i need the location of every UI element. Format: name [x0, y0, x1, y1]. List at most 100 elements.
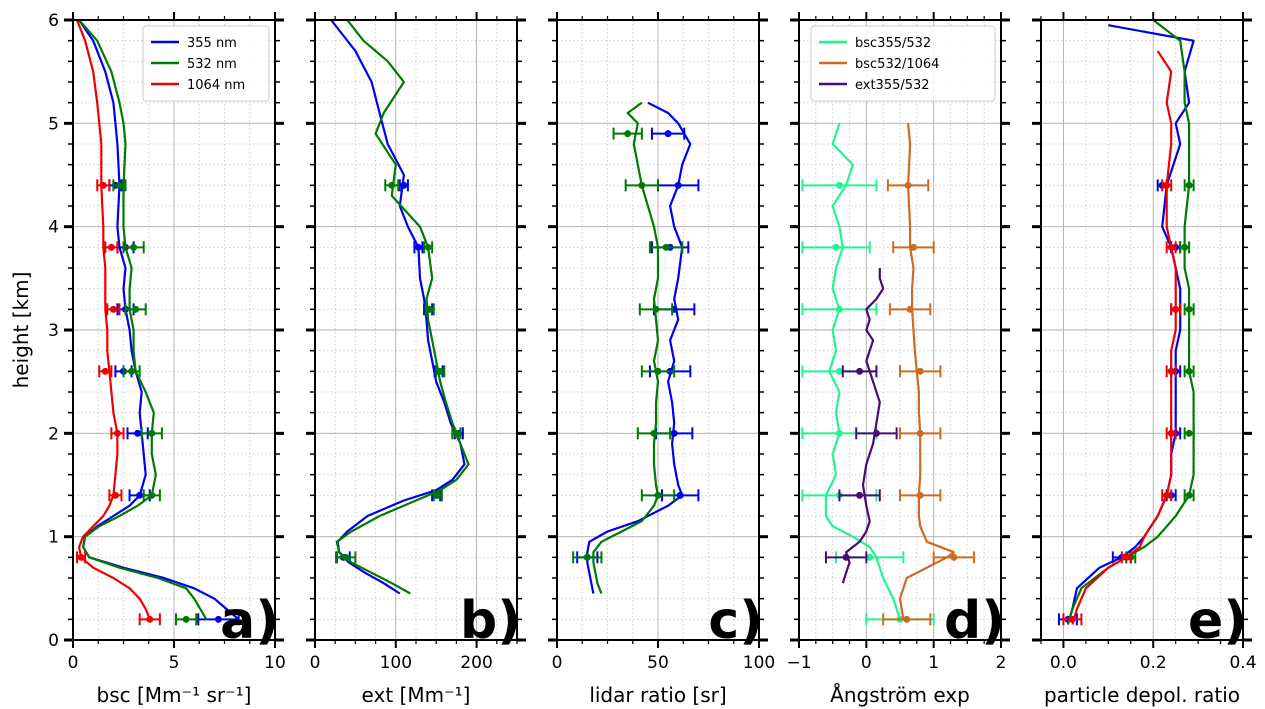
xtick-label: 5 — [169, 653, 180, 673]
data-point — [148, 429, 156, 437]
error-bar — [124, 303, 147, 316]
data-point — [1068, 615, 1076, 623]
x-axis-label: Ångström exp — [830, 683, 970, 707]
panel-c: c) 0 50 100 lidar ratio [sr] — [548, 12, 775, 707]
xtick-label: 0 — [68, 653, 79, 673]
data-point — [835, 181, 843, 189]
data-point — [638, 181, 646, 189]
legend-label: bsc355/532 — [855, 36, 931, 51]
data-point — [1172, 305, 1180, 313]
data-point — [835, 305, 843, 313]
error-bar — [122, 241, 145, 254]
data-point — [1167, 429, 1175, 437]
error-bar — [932, 551, 976, 564]
error-bar — [888, 303, 932, 316]
data-point — [916, 429, 924, 437]
data-point — [670, 429, 678, 437]
x-axis-label: particle depol. ratio — [1044, 683, 1240, 707]
data-point — [146, 615, 154, 623]
xtick-label: 0.2 — [1140, 653, 1167, 673]
data-point — [115, 181, 123, 189]
error-bar — [624, 179, 659, 192]
series-532-nm — [78, 19, 208, 626]
series-line — [75, 19, 151, 620]
data-point — [903, 615, 911, 623]
series-bsc355-532 — [801, 122, 935, 626]
data-point — [109, 305, 117, 313]
error-bar — [572, 551, 603, 564]
error-bar — [892, 241, 935, 254]
error-bar — [1165, 427, 1177, 440]
panel-letter: c) — [708, 591, 763, 651]
legend-box — [142, 25, 270, 102]
error-bar — [1183, 365, 1195, 378]
data-point — [1163, 181, 1171, 189]
error-bar — [384, 179, 400, 192]
data-point — [654, 491, 662, 499]
legend-label: 355 nm — [187, 36, 237, 51]
error-bar — [424, 303, 435, 316]
error-bar — [104, 241, 119, 254]
data-point — [426, 305, 434, 313]
ytick-label: 0 — [48, 631, 59, 651]
error-bar — [640, 365, 676, 378]
error-bar — [824, 551, 868, 564]
xtick-label: 0 — [310, 653, 321, 673]
ticks — [1032, 12, 1252, 648]
series-1064-nm — [75, 19, 161, 626]
error-bar — [435, 365, 446, 378]
data-point — [832, 243, 840, 251]
error-bar — [801, 179, 878, 192]
x-axis-label: lidar ratio [sr] — [589, 683, 726, 707]
data-point — [99, 181, 107, 189]
error-bar — [1179, 241, 1191, 254]
error-bar — [801, 241, 871, 254]
ticks — [306, 12, 526, 648]
data-point — [101, 367, 109, 375]
ytick-label: 5 — [48, 114, 59, 134]
series-line — [335, 19, 470, 595]
error-bar — [1120, 551, 1132, 564]
series-blue — [1057, 24, 1195, 626]
error-bar — [899, 489, 942, 502]
error-bar — [142, 489, 161, 502]
ytick-label: 4 — [48, 218, 59, 238]
data-point — [113, 429, 121, 437]
data-point — [1185, 305, 1193, 313]
data-point — [674, 181, 682, 189]
error-bar — [112, 179, 127, 192]
data-point — [107, 243, 115, 251]
error-bar — [886, 179, 930, 192]
data-point — [856, 491, 864, 499]
ticks — [790, 12, 1010, 648]
legend-label: 532 nm — [187, 57, 237, 72]
error-bar — [638, 303, 674, 316]
grid — [72, 19, 276, 641]
ytick-label: 2 — [48, 424, 59, 444]
ticks — [548, 12, 768, 648]
data-point — [835, 367, 843, 375]
grid — [314, 19, 518, 641]
data-point — [1167, 367, 1175, 375]
series-bsc532-1064 — [882, 123, 976, 626]
ticks — [64, 12, 284, 648]
data-point — [1167, 243, 1175, 251]
legend-label: bsc532/1064 — [855, 57, 939, 72]
error-bar — [451, 427, 462, 440]
error-bar — [1183, 489, 1195, 502]
data-point — [424, 243, 432, 251]
data-point — [400, 181, 408, 189]
data-point — [1185, 491, 1193, 499]
data-point — [128, 367, 136, 375]
series-355-nm — [78, 19, 240, 626]
xtick-label: 2 — [996, 653, 1007, 673]
data-point — [134, 429, 142, 437]
data-point — [214, 615, 222, 623]
xtick-label: 0.0 — [1050, 653, 1077, 673]
ytick-label: 1 — [48, 528, 59, 548]
data-point — [583, 553, 591, 561]
data-point — [111, 491, 119, 499]
xtick-label: 1 — [928, 653, 939, 673]
error-bar — [838, 489, 881, 502]
